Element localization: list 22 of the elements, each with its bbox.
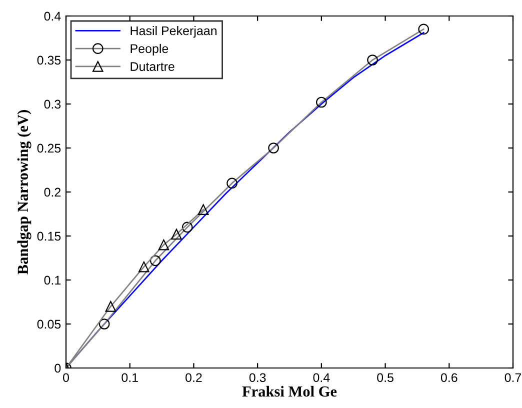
y-tick-label: 0.4 — [44, 12, 61, 21]
y-tick-label: 0.05 — [37, 320, 61, 329]
x-tick-label: 0.2 — [186, 373, 202, 382]
y-tick-label: 0.15 — [37, 232, 61, 241]
y-axis-title: Bandgap Narrowing (eV) — [17, 110, 32, 274]
x-tick-label: 0.1 — [122, 373, 138, 382]
x-tick-label: 0.5 — [377, 373, 394, 382]
x-tick-label: 0 — [63, 373, 69, 382]
y-tick-label: 0 — [54, 364, 61, 373]
y-tick-label: 0.2 — [44, 188, 61, 197]
y-tick-label: 0.1 — [44, 276, 61, 285]
legend-label: Dutartre — [130, 62, 174, 71]
x-axis-title: Fraksi Mol Ge — [242, 386, 337, 397]
legend-label: People — [130, 44, 168, 56]
y-tick-label: 0.35 — [37, 56, 61, 65]
x-tick-label: 0.4 — [313, 373, 330, 382]
y-tick-label: 0.3 — [44, 100, 61, 109]
legend-label: Hasil Pekerjaan — [130, 26, 216, 38]
x-tick-label: 0.6 — [440, 373, 458, 382]
x-tick-label: 0.7 — [504, 373, 522, 382]
x-tick-label: 0.3 — [249, 373, 266, 382]
y-tick-label: 0.25 — [37, 144, 61, 153]
